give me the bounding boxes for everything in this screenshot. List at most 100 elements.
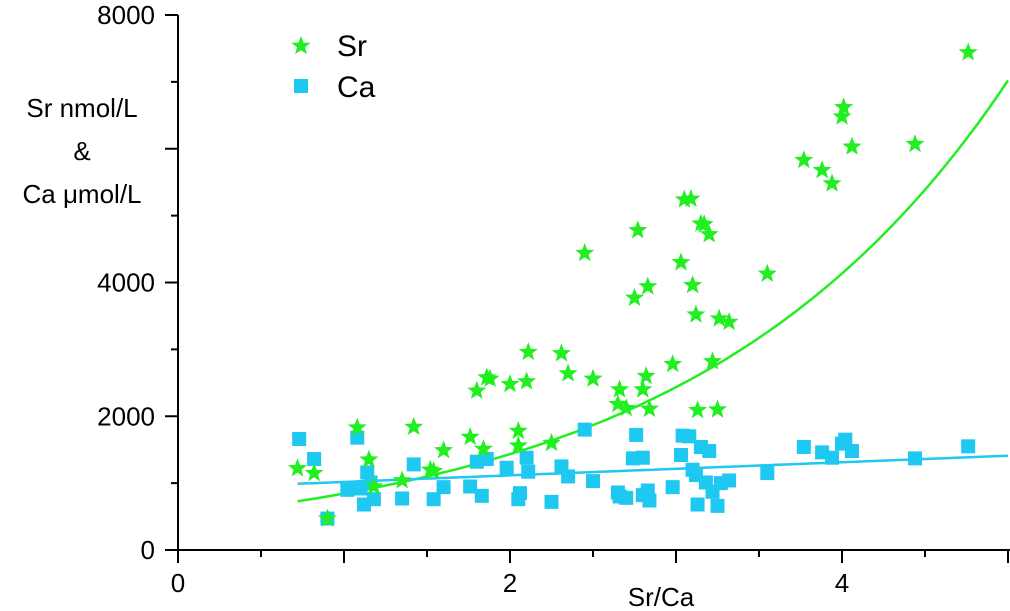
sr-point: [558, 363, 578, 382]
sr-point: [392, 470, 412, 489]
sr-point: [551, 343, 571, 362]
ca-point: [406, 457, 421, 472]
ca-point: [722, 473, 737, 488]
sr-point: [639, 398, 659, 417]
ca-point: [825, 450, 840, 465]
sr-point: [719, 312, 739, 330]
sr-point: [757, 263, 777, 282]
ca-point: [292, 431, 307, 446]
sr-point: [424, 461, 444, 480]
ca-point: [577, 422, 592, 437]
y-axis-title: Sr nmol/L & Ca μmol/L: [22, 93, 141, 209]
sr-point: [460, 427, 480, 446]
ca-point: [544, 494, 559, 509]
sr-point: [508, 435, 528, 454]
ca-point: [499, 460, 514, 475]
ca-point: [682, 429, 697, 444]
sr-point: [708, 399, 727, 418]
axis-tick-labels: 0 2 4 0 2000 4000 8000: [97, 0, 849, 598]
sr-point: [671, 252, 691, 271]
sr-point: [703, 351, 722, 370]
sr-point: [794, 150, 814, 169]
ca-point: [519, 450, 534, 465]
y-tick-label: 0: [141, 535, 155, 565]
axis-ticks: [165, 14, 1009, 563]
sr-point: [583, 368, 603, 387]
sr-point: [625, 287, 644, 306]
sr-point: [636, 366, 656, 385]
ca-point: [512, 486, 527, 501]
ca-point: [844, 444, 859, 459]
sr-point: [822, 173, 842, 192]
legend: Sr Ca: [291, 30, 376, 104]
x-tick-label: 2: [503, 568, 517, 598]
ca-point: [673, 448, 688, 463]
ca-point: [702, 444, 717, 459]
ca-point: [961, 439, 976, 454]
ca-point: [665, 480, 680, 495]
sr-point: [709, 308, 729, 327]
ca-point: [463, 479, 478, 494]
sr-point: [575, 243, 595, 262]
ca-point: [395, 491, 410, 506]
ca-point: [521, 464, 536, 479]
sr-point: [681, 188, 701, 207]
y-axis-title-line-1: Sr nmol/L: [26, 93, 137, 123]
ca-point: [908, 451, 923, 466]
x-tick-label: 0: [171, 568, 185, 598]
legend-item-ca: Ca: [294, 71, 376, 104]
sr-point: [674, 189, 694, 208]
ca-point: [479, 452, 494, 467]
ca-point: [690, 497, 705, 512]
sr-point: [404, 416, 424, 435]
sr-point: [467, 380, 487, 399]
x-tick-label: 4: [835, 568, 849, 598]
ca-point: [366, 492, 381, 507]
y-tick-label: 2000: [97, 401, 155, 431]
sr-point: [905, 134, 925, 153]
sr-point: [517, 371, 537, 390]
sr-point: [834, 97, 854, 116]
sr-point: [663, 354, 683, 373]
sr-point: [832, 106, 852, 125]
sr-point: [958, 42, 978, 61]
legend-square-marker: [294, 79, 308, 93]
sr-point: [686, 304, 706, 323]
ca-point: [426, 492, 441, 507]
ca-point: [474, 488, 489, 503]
legend-star-marker: [291, 36, 311, 55]
sr-point: [699, 224, 719, 243]
sr-point: [317, 508, 337, 527]
sr-point: [638, 276, 658, 295]
axes: [177, 15, 1010, 551]
sr-point: [608, 394, 628, 413]
y-axis-title-line-3: Ca μmol/L: [22, 179, 141, 209]
legend-item-sr: Sr: [291, 30, 367, 63]
sr-point: [842, 136, 862, 155]
sr-point: [508, 421, 528, 440]
x-axis-title: Sr/Ca: [628, 582, 695, 611]
ca-point: [436, 480, 451, 495]
ca-point: [561, 469, 576, 484]
ca-point: [350, 430, 365, 445]
ca-point: [586, 474, 600, 489]
sr-point: [694, 214, 714, 233]
sr-point: [628, 220, 648, 239]
ca-point: [635, 450, 650, 465]
sr-point: [500, 374, 520, 393]
ca-point: [838, 432, 853, 447]
sr-point: [359, 449, 379, 468]
ca-point: [642, 493, 657, 508]
sr-point: [304, 463, 324, 482]
fit-line-sr: [297, 79, 1010, 503]
data-points: [288, 42, 978, 527]
sr-point: [633, 379, 653, 398]
sr-point: [347, 417, 367, 436]
sr-point: [518, 342, 538, 361]
sr-point: [688, 400, 708, 419]
sr-point: [480, 368, 500, 387]
sr-point: [616, 398, 636, 417]
sr-point: [683, 275, 703, 294]
y-axis-title-line-2: &: [73, 136, 90, 166]
